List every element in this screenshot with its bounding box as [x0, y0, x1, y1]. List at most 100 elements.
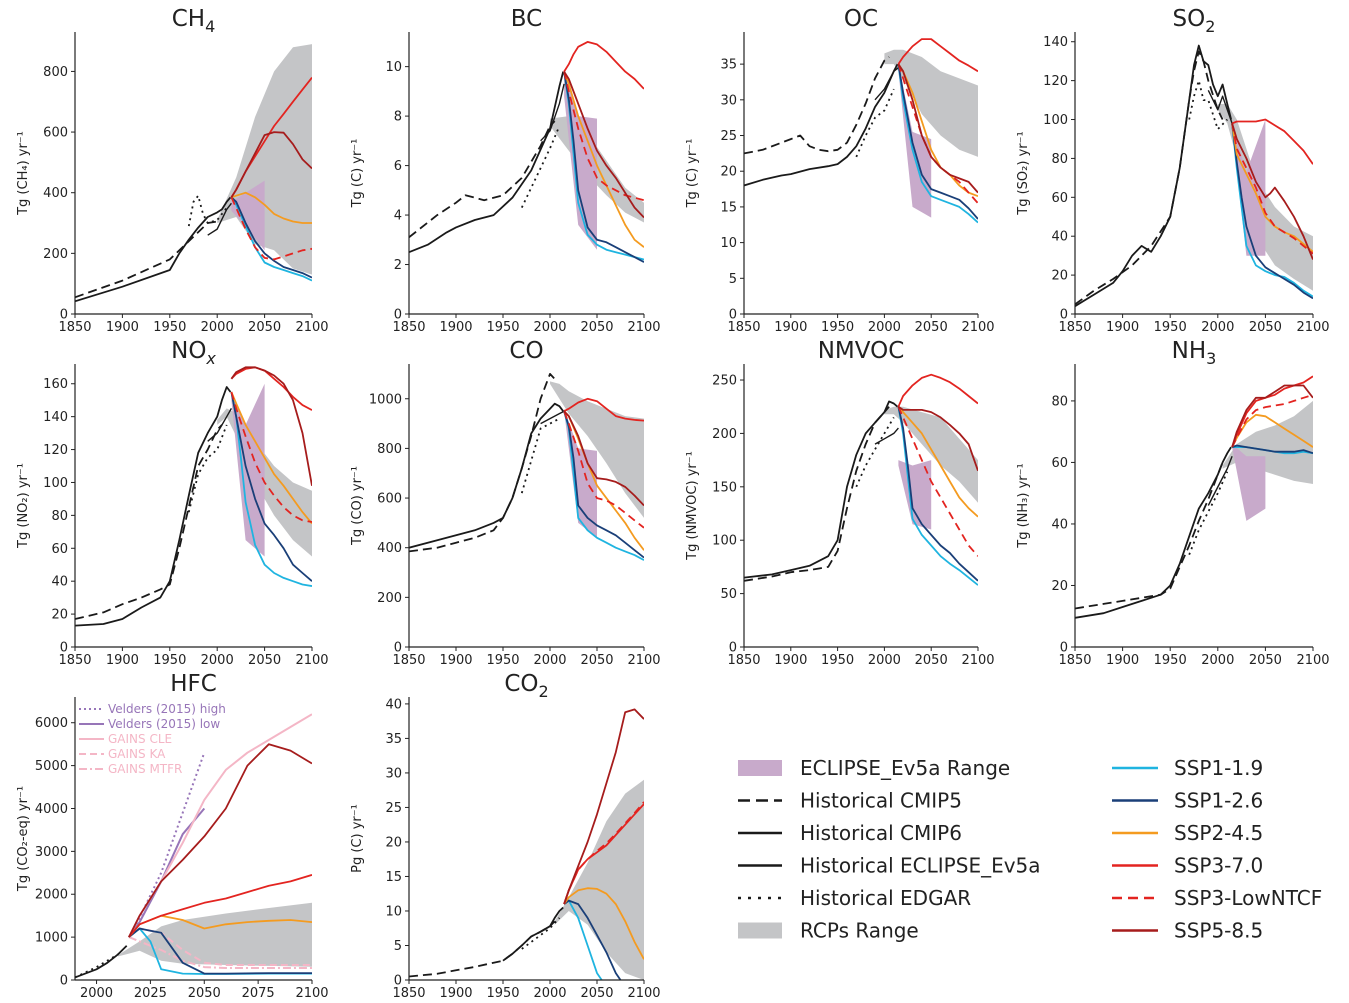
ssp3-7-0-line — [1231, 375, 1313, 448]
ssp5-8-5-line — [230, 366, 312, 486]
ssp3-7-0-legend-label: SSP3-7.0 — [1174, 854, 1263, 878]
x-tick-label: 2100 — [295, 653, 328, 668]
y-axis-label: Tg (C) yr⁻¹ — [350, 139, 365, 209]
panel-title: NOx — [171, 338, 216, 368]
historical-cmip5-line — [744, 56, 890, 155]
eclipse-ev5a-range-legend-swatch — [738, 760, 782, 776]
y-tick-label: 1000 — [369, 392, 402, 407]
y-tick-label: 5000 — [35, 759, 68, 774]
x-tick-label: 2050 — [580, 320, 613, 335]
y-tick-label: 0 — [1060, 641, 1068, 656]
historical-cmip5-legend-label: Historical CMIP5 — [800, 789, 962, 813]
historical-eclipse-line — [1207, 456, 1233, 506]
y-tick-label: 20 — [720, 165, 737, 180]
x-tick-label: 1850 — [1058, 653, 1091, 668]
x-tick-label: 2000 — [1201, 320, 1234, 335]
y-tick-label: 140 — [1043, 35, 1068, 50]
ssp2-4-5-line — [563, 887, 644, 960]
velders-2015-low-legend-label: Velders (2015) low — [108, 717, 220, 731]
y-axis-label: Tg (CO) yr⁻¹ — [350, 466, 365, 546]
rcp-range-band — [884, 49, 978, 157]
x-tick-label: 1950 — [153, 653, 186, 668]
y-tick-label: 600 — [377, 492, 402, 507]
x-tick-label: 1950 — [486, 653, 519, 668]
historical-eclipse-line — [207, 202, 232, 236]
y-tick-label: 30 — [720, 93, 737, 108]
x-tick-label: 2100 — [961, 320, 994, 335]
panel-ch4: 1850 1900 1950 2000 2050 2100 0 200 400 600 800 CH4… — [16, 6, 329, 335]
panel-so2: 1850 1900 1950 2000 2050 2100 0 20 40 60 80 100 120 1… — [1016, 6, 1330, 335]
ssp3-7-0-line — [563, 397, 644, 422]
gains-mtfr-legend-label: GAINS MTFR — [108, 762, 182, 776]
ssp1-1-9-line — [897, 63, 978, 224]
y-tick-label: 35 — [385, 732, 402, 747]
ssp2-4-5-line — [563, 71, 644, 248]
ssp1-2-6-line — [1231, 444, 1313, 455]
ssp5-8-5-line — [897, 63, 978, 194]
historical-cmip5-line — [409, 373, 556, 553]
y-tick-label: 0 — [60, 308, 68, 323]
x-tick-label: 1850 — [727, 320, 760, 335]
velders-2015-high-legend-label: Velders (2015) high — [108, 702, 226, 716]
historical-eclipse-line — [874, 67, 899, 101]
ssp1-2-6-line — [563, 71, 644, 263]
x-tick-label: 2025 — [134, 986, 167, 1001]
panel-title: CO — [509, 338, 543, 364]
ssp1-2-6-line — [563, 899, 622, 980]
x-tick-label: 2000 — [201, 320, 234, 335]
ssp3-7-0-line — [128, 874, 312, 938]
x-tick-label: 1900 — [106, 320, 139, 335]
ssp5-8-5-line — [1231, 384, 1313, 448]
panel-nox: 1850 1900 1950 2000 2050 2100 0 20 40 60 80 100 120 1… — [16, 338, 329, 668]
ssp1-1-9-line — [1231, 123, 1313, 298]
historical-eclipse-line — [1207, 89, 1233, 124]
y-tick-label: 0 — [394, 641, 402, 656]
ssp5-8-5-line — [563, 71, 644, 219]
x-tick-label: 1950 — [153, 320, 186, 335]
y-tick-label: 20 — [51, 608, 68, 623]
rcp-range-band — [118, 902, 312, 967]
x-tick-label: 1900 — [774, 653, 807, 668]
y-axis-label: Tg (C) yr⁻¹ — [685, 139, 700, 209]
y-tick-label: 40 — [1051, 230, 1068, 245]
panel-title: SO2 — [1173, 6, 1216, 36]
ssp1-1-9-line — [230, 391, 312, 587]
ssp3-lowntcf-line — [230, 391, 312, 523]
plot-area — [409, 41, 644, 263]
y-tick-label: 30 — [385, 766, 402, 781]
historical-eclipse-line — [874, 427, 899, 445]
y-tick-label: 3000 — [35, 845, 68, 860]
historical-eclipse-line — [207, 408, 233, 442]
ssp5-8-5-line — [1231, 123, 1313, 260]
x-tick-label: 2000 — [868, 320, 901, 335]
y-tick-label: 0 — [394, 308, 402, 323]
ssp3-lowntcf-legend-label: SSP3-LowNTCF — [1174, 886, 1322, 910]
historical-eclipse-ev5a-legend-label: Historical ECLIPSE_Ev5a — [800, 854, 1041, 878]
historical-cmip5-line — [1075, 462, 1224, 610]
historical-cmip5-line — [409, 920, 556, 978]
y-tick-label: 60 — [51, 542, 68, 557]
historical-edgar-legend-label: Historical EDGAR — [800, 886, 971, 910]
historical-cmip5-line — [409, 120, 556, 239]
y-tick-label: 8 — [394, 110, 402, 125]
rcps-range-legend-swatch — [738, 922, 782, 939]
ssp2-4-5-line — [231, 191, 312, 224]
ssp5-8-5-legend-label: SSP5-8.5 — [1174, 919, 1263, 943]
ssp1-2-6-legend-label: SSP1-2.6 — [1174, 789, 1263, 813]
x-tick-label: 2050 — [915, 320, 948, 335]
y-axis-label: Tg (CO₂-eq) yr⁻¹ — [16, 786, 31, 892]
y-tick-label: 150 — [712, 480, 737, 495]
panel-title: OC — [844, 6, 878, 32]
y-tick-label: 120 — [43, 443, 68, 458]
x-tick-label: 2100 — [627, 320, 660, 335]
y-tick-label: 100 — [43, 476, 68, 491]
panel-title: BC — [511, 6, 542, 32]
historical-cmip6-legend-label: Historical CMIP6 — [800, 821, 962, 845]
y-tick-label: 15 — [385, 870, 402, 885]
panel-title: CH4 — [172, 6, 216, 36]
y-tick-label: 0 — [729, 308, 737, 323]
y-tick-label: 20 — [1051, 579, 1068, 594]
ssp5-8-5-line — [230, 131, 312, 198]
plot-area — [75, 44, 312, 303]
